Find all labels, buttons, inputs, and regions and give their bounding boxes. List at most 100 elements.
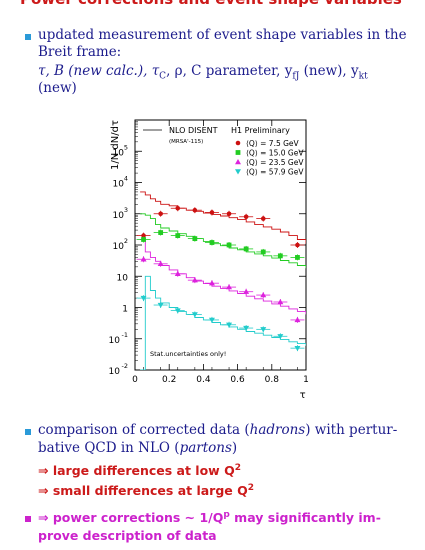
data-point: [295, 255, 300, 260]
data-point: [260, 249, 266, 255]
data-point: [158, 230, 164, 235]
data-point: [294, 345, 301, 352]
nlo-curves: [140, 191, 306, 370]
bullet1-line4: (new): [38, 80, 77, 96]
arrow-low-q2-text: ⇒ large differences at low Q: [38, 463, 235, 479]
y-tick-label: 1: [122, 305, 128, 315]
legend-series-label: ⟨Q⟩ = 23.5 GeV: [246, 158, 304, 167]
y-tick-label: 10: [113, 211, 125, 221]
variables-sub-kt: kt: [358, 71, 368, 82]
data-point: [226, 322, 233, 328]
data-point: [209, 210, 215, 215]
nlo-curve-1: [140, 191, 306, 244]
data-point: [243, 246, 249, 252]
data-point: [209, 240, 215, 245]
bullet2-line1-b: ) with pertur-: [305, 422, 398, 438]
legend-marker: [235, 169, 241, 175]
y-tick-exponent: 4: [124, 175, 128, 183]
stat-note: Stat.uncertainties only!: [150, 350, 226, 358]
bullet2-line2: bative QCD in NLO (partons): [38, 440, 237, 456]
y-tick-label: 10: [109, 367, 121, 377]
bullet2-line1-a: comparison of corrected data (: [38, 422, 250, 438]
data-point: [277, 334, 284, 340]
y-tick-exponent: 3: [124, 206, 128, 214]
bullet3-line1: ⇒ power corrections ∼ 1/Qp may significa…: [38, 510, 381, 525]
bullet3-sup: p: [223, 510, 230, 520]
x-tick-label: 0: [132, 375, 138, 385]
arrow-low-q2-sup: 2: [234, 463, 241, 473]
data-point: [140, 295, 147, 302]
preliminary-label: H1 Preliminary: [231, 126, 290, 135]
y-tick-label: 10: [113, 148, 125, 158]
legend-marker: [235, 140, 241, 146]
nlo-curve-2: [140, 213, 306, 269]
data-point: [192, 207, 198, 213]
data-point: [243, 214, 249, 220]
data-point: [226, 284, 233, 290]
arrow-low-q2: ⇒ large differences at low Q2: [38, 463, 241, 478]
y-axis-label: 1/N dN/dτ: [110, 120, 121, 170]
slide-title: Power corrections and event shape variab…: [0, 0, 425, 8]
data-point: [260, 216, 266, 221]
data-point: [243, 325, 250, 332]
data-point: [294, 316, 301, 323]
bullet-marker: [25, 34, 31, 40]
x-tick-label: 0.2: [162, 375, 176, 385]
data-point: [141, 233, 146, 238]
data-point: [175, 205, 181, 211]
bullet2-hadrons: hadrons: [249, 422, 306, 438]
bullet1-line3: τ, B (new calc.), τC, ρ, C parameter, yf…: [38, 63, 368, 85]
data-point: [243, 288, 250, 294]
data-point: [208, 280, 215, 286]
y-tick-exponent: -1: [122, 331, 128, 339]
variables-part1: τ, B (new calc.), τ: [38, 63, 160, 79]
variables-sub-c: C: [159, 71, 167, 82]
bullet2-line1: comparison of corrected data (hadrons) w…: [38, 422, 397, 438]
bullet3-line2: prove description of data: [38, 528, 217, 543]
arrow-large-q2-text: ⇒ small differences at large Q: [38, 483, 248, 499]
y-tick-exponent: -2: [122, 362, 128, 370]
x-tick-label: 0.8: [265, 375, 280, 385]
legend-series-label: ⟨Q⟩ = 57.9 GeV: [246, 168, 304, 177]
data-point: [175, 233, 181, 238]
arrow-large-q2: ⇒ small differences at large Q2: [38, 483, 254, 498]
legend-marker: [235, 159, 241, 165]
bullet2-line2-b: ): [231, 440, 238, 456]
bullet2-line2-a: bative QCD in NLO (: [38, 440, 180, 456]
data-point: [191, 312, 198, 318]
arrow-large-q2-sup: 2: [247, 483, 255, 493]
y-tick-label: 10: [113, 242, 125, 252]
y-tick-label: 10: [117, 273, 129, 283]
data-point: [226, 242, 232, 248]
y-tick-label: 10: [109, 336, 121, 346]
data-point: [192, 236, 198, 242]
data-point: [157, 302, 164, 309]
x-tick-label: 1: [303, 375, 309, 385]
legend-nlo-label: NLO DISENT: [169, 126, 218, 135]
x-tick-label: 0.4: [196, 375, 211, 385]
variables-sub-fj: fJ: [292, 71, 300, 82]
bullet-marker: [25, 516, 31, 522]
y-tick-label: 10: [113, 180, 125, 190]
bullet1-line2: Breit frame:: [38, 44, 122, 60]
legend-series-label: ⟨Q⟩ = 15.0 GeV: [246, 149, 304, 158]
variables-part2: , ρ, C parameter, y: [166, 63, 293, 79]
bullet3-line1-b: may significantly im-: [229, 510, 381, 526]
bullet1-line1: updated measurement of event shape varia…: [38, 27, 407, 43]
data-point: [260, 292, 267, 298]
legend-marker: [235, 150, 241, 155]
data-point: [277, 298, 284, 305]
data-point: [141, 237, 146, 242]
bullet3-line1-a: ⇒ power corrections ∼ 1/Q: [38, 510, 224, 526]
data-point: [157, 260, 164, 267]
x-axis-label: τ: [300, 390, 306, 401]
data-point: [140, 256, 147, 262]
y-tick-exponent: 2: [124, 237, 128, 245]
data-point: [158, 211, 163, 217]
legend-series-label: ⟨Q⟩ = 7.5 GeV: [246, 139, 300, 148]
y-tick-exponent: 5: [124, 143, 128, 151]
x-tick-label: 0.6: [230, 375, 245, 385]
data-point: [277, 253, 283, 259]
data-point: [174, 308, 181, 314]
